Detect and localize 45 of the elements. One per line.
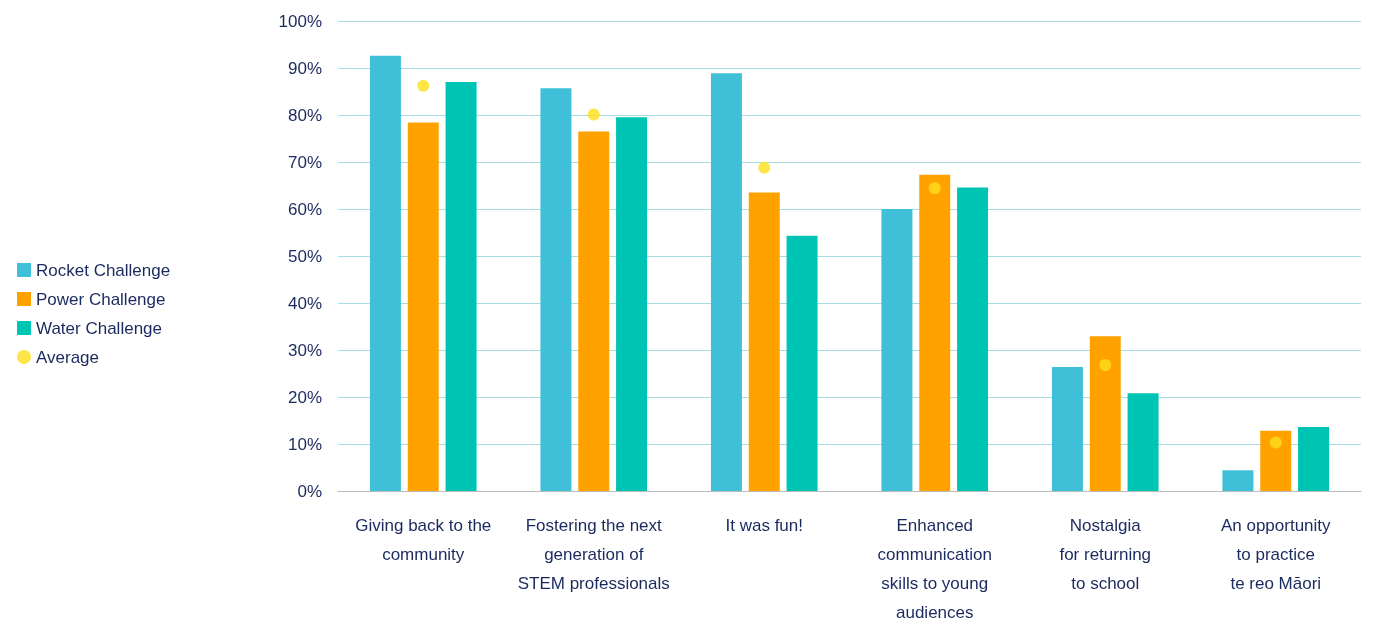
legend-label: Water Challenge <box>36 318 162 338</box>
y-tick-label: 30% <box>287 340 322 360</box>
bar <box>407 122 439 491</box>
bar <box>578 131 610 491</box>
bar <box>1260 430 1292 491</box>
x-tick-label: Nostalgia for returning to school <box>1059 516 1152 593</box>
bar <box>881 209 913 491</box>
bar <box>1298 427 1330 491</box>
y-tick-label: 60% <box>287 199 322 219</box>
bar <box>919 174 951 491</box>
y-tick-label: 50% <box>287 246 322 266</box>
y-tick-label: 0% <box>297 481 322 501</box>
y-tick-label: 80% <box>287 105 322 125</box>
legend-label: Average <box>36 347 100 367</box>
bar <box>786 235 818 491</box>
bar <box>957 187 989 491</box>
bar <box>1127 393 1159 491</box>
point <box>417 79 430 92</box>
bar <box>540 88 572 491</box>
bar <box>445 82 477 491</box>
bar <box>1051 366 1083 491</box>
legend-label: Rocket Challenge <box>36 260 171 280</box>
x-tick-label: It was fun! <box>725 516 803 535</box>
bar <box>710 73 742 491</box>
point <box>928 182 941 195</box>
x-tick-label: Giving back to the community <box>355 516 492 564</box>
bar <box>1222 470 1254 491</box>
bar <box>369 55 401 491</box>
bar <box>616 117 648 491</box>
x-tick-label: An opportunity to practice te reo Māori <box>1220 516 1332 593</box>
point <box>758 161 771 174</box>
x-tick-label: Enhanced communication skills to young audiences <box>877 516 992 622</box>
y-tick-label: 20% <box>287 387 322 407</box>
x-tick-label: Fostering the next generation of STEM professionals <box>517 516 670 593</box>
point <box>1269 436 1282 449</box>
point <box>587 108 600 121</box>
y-tick-label: 70% <box>287 152 322 172</box>
bar <box>748 192 780 491</box>
legend-label: Power Challenge <box>36 289 166 309</box>
y-tick-label: 90% <box>287 58 322 78</box>
bar <box>1089 336 1121 491</box>
point <box>1099 359 1112 372</box>
y-tick-label: 10% <box>287 434 322 454</box>
y-tick-label: 40% <box>287 293 322 313</box>
y-tick-label: 100% <box>278 11 322 31</box>
